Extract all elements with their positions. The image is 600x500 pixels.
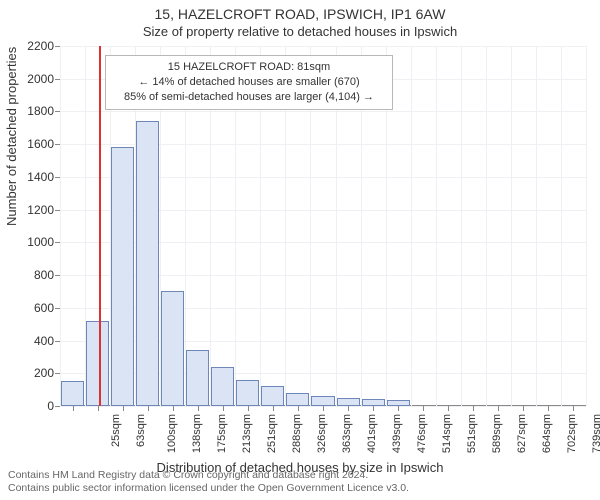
x-tick-mark	[523, 406, 524, 411]
x-tick-mark	[173, 406, 174, 411]
callout-line-2: ← 14% of detached houses are smaller (67…	[114, 75, 384, 90]
y-tick-label: 400	[14, 334, 54, 348]
x-tick-label: 326sqm	[316, 414, 328, 453]
x-tick-mark	[473, 406, 474, 411]
x-tick-mark	[298, 406, 299, 411]
x-tick-mark	[573, 406, 574, 411]
x-tick-mark	[498, 406, 499, 411]
x-tick-mark	[148, 406, 149, 411]
grid-line-v	[436, 46, 437, 406]
page-subtitle: Size of property relative to detached ho…	[0, 24, 600, 39]
x-tick-mark	[373, 406, 374, 411]
grid-line-v	[461, 46, 462, 406]
x-tick-mark	[548, 406, 549, 411]
x-tick-label: 476sqm	[416, 414, 428, 453]
callout-line-1: 15 HAZELCROFT ROAD: 81sqm	[114, 60, 384, 75]
grid-line-h	[60, 46, 586, 47]
y-tick-label: 1400	[14, 170, 54, 184]
y-tick-label: 1200	[14, 203, 54, 217]
histogram-bar	[61, 381, 84, 406]
y-tick-label: 2000	[14, 72, 54, 86]
histogram-bar	[211, 367, 234, 406]
chart-container: 15, HAZELCROFT ROAD, IPSWICH, IP1 6AW Si…	[0, 0, 600, 500]
callout-line-3: 85% of semi-detached houses are larger (…	[114, 90, 384, 105]
x-tick-mark	[273, 406, 274, 411]
x-tick-mark	[123, 406, 124, 411]
x-tick-label: 363sqm	[341, 414, 353, 453]
x-tick-mark	[98, 406, 99, 411]
x-tick-label: 664sqm	[541, 414, 553, 453]
histogram-bar	[86, 321, 109, 406]
x-tick-label: 175sqm	[216, 414, 228, 453]
grid-line-v	[411, 46, 412, 406]
y-tick-label: 800	[14, 268, 54, 282]
grid-line-v	[586, 46, 587, 406]
y-tick-mark	[55, 406, 60, 407]
grid-line-v	[536, 46, 537, 406]
grid-line-v	[60, 46, 61, 406]
histogram-bar	[236, 380, 259, 406]
y-tick-label: 2200	[14, 39, 54, 53]
x-tick-label: 25sqm	[110, 414, 122, 447]
x-tick-mark	[348, 406, 349, 411]
y-tick-label: 600	[14, 301, 54, 315]
x-tick-label: 213sqm	[241, 414, 253, 453]
x-tick-mark	[398, 406, 399, 411]
x-tick-label: 739sqm	[592, 414, 600, 453]
histogram-bar	[261, 386, 284, 406]
property-marker-line	[99, 46, 101, 406]
histogram-bar	[286, 393, 309, 406]
x-tick-mark	[73, 406, 74, 411]
x-tick-label: 627sqm	[516, 414, 528, 453]
footer-line-1: Contains HM Land Registry data © Crown c…	[8, 469, 409, 483]
x-tick-mark	[248, 406, 249, 411]
x-tick-label: 100sqm	[166, 414, 178, 453]
histogram-bar	[136, 121, 159, 406]
y-tick-label: 0	[14, 399, 54, 413]
histogram-bar	[362, 399, 385, 406]
footer-line-2: Contains public sector information licen…	[8, 482, 409, 496]
grid-line-v	[561, 46, 562, 406]
x-tick-label: 401sqm	[366, 414, 378, 453]
x-tick-label: 589sqm	[491, 414, 503, 453]
x-tick-label: 63sqm	[135, 414, 147, 447]
x-tick-label: 514sqm	[441, 414, 453, 453]
x-tick-mark	[423, 406, 424, 411]
y-tick-label: 1800	[14, 104, 54, 118]
x-tick-label: 251sqm	[266, 414, 278, 453]
histogram-bar	[111, 147, 134, 406]
histogram-bar	[311, 396, 334, 406]
callout-box: 15 HAZELCROFT ROAD: 81sqm ← 14% of detac…	[105, 55, 393, 110]
histogram-bar	[161, 291, 184, 406]
x-tick-mark	[223, 406, 224, 411]
x-tick-mark	[323, 406, 324, 411]
y-tick-label: 200	[14, 366, 54, 380]
x-tick-label: 551sqm	[466, 414, 478, 453]
attribution-footer: Contains HM Land Registry data © Crown c…	[8, 469, 409, 496]
x-tick-label: 439sqm	[391, 414, 403, 453]
x-tick-mark	[198, 406, 199, 411]
y-tick-label: 1600	[14, 137, 54, 151]
x-tick-label: 702sqm	[567, 414, 579, 453]
histogram-bar	[337, 398, 360, 406]
grid-line-v	[486, 46, 487, 406]
x-tick-label: 288sqm	[291, 414, 303, 453]
histogram-bar	[186, 350, 209, 406]
grid-line-v	[511, 46, 512, 406]
x-tick-mark	[448, 406, 449, 411]
y-tick-label: 1000	[14, 235, 54, 249]
histogram-bar	[387, 400, 410, 406]
x-tick-label: 138sqm	[191, 414, 203, 453]
grid-line-h	[60, 111, 586, 112]
page-title: 15, HAZELCROFT ROAD, IPSWICH, IP1 6AW	[0, 6, 600, 22]
